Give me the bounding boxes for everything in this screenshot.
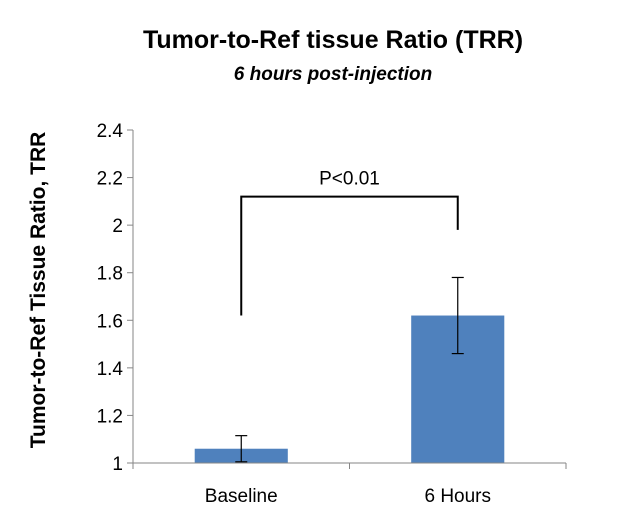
significance-label: P<0.01 xyxy=(319,169,380,190)
x-tick-label: Baseline xyxy=(205,486,278,507)
y-tick-label: 1.2 xyxy=(97,406,123,427)
y-tick-label: 1.8 xyxy=(97,264,123,285)
significance-bracket xyxy=(240,195,459,316)
ticks-layer: 1 1.2 1.4 1.6 1.8 2 2.2 2.4 Baseline 6 Hours xyxy=(97,121,567,507)
x-tick-label: 6 Hours xyxy=(424,486,491,507)
y-tick-label: 2 xyxy=(112,216,123,237)
y-axis-label: Tumor-to-Ref Tissue Ratio, TRR xyxy=(27,132,50,449)
bracket-line xyxy=(240,195,459,316)
chart-subtitle: 6 hours post-injection xyxy=(234,64,432,85)
chart-title: Tumor-to-Ref tissue Ratio (TRR) xyxy=(143,26,523,54)
y-tick-label: 1.4 xyxy=(97,359,124,380)
y-tick-label: 1 xyxy=(112,454,123,475)
y-tick-label: 2.2 xyxy=(97,169,123,190)
bars-layer xyxy=(194,315,505,463)
y-tick-label: 2.4 xyxy=(97,121,124,142)
y-tick-label: 1.6 xyxy=(97,311,123,332)
error-bars-layer xyxy=(235,276,464,463)
